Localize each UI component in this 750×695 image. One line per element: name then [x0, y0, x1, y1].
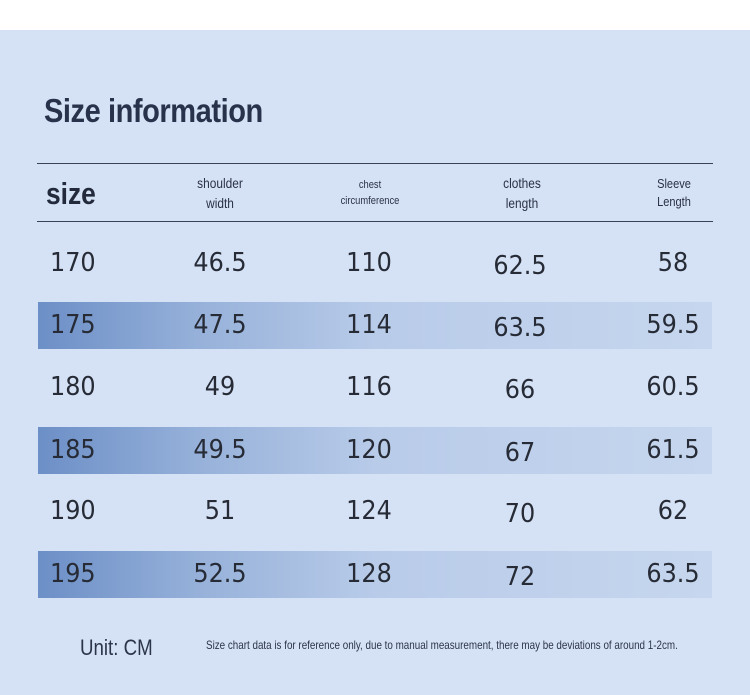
cell-chest: 128 [346, 559, 392, 589]
cell-clothes: 72 [504, 562, 536, 592]
cell-sleeve: 60.5 [646, 372, 700, 402]
cell-clothes: 62.5 [493, 251, 547, 281]
header-size: size [46, 176, 96, 211]
cell-sleeve: 58 [657, 248, 689, 278]
header-chest-circumference: chest circumference [319, 164, 421, 221]
cell-sleeve: 61.5 [646, 435, 700, 465]
cell-clothes: 67 [504, 438, 536, 468]
cell-chest: 110 [346, 248, 392, 278]
cell-shoulder: 51 [204, 496, 236, 526]
table-row: 175 47.5 114 63.5 59.5 [38, 302, 712, 349]
cell-chest: 114 [346, 310, 392, 340]
header-shoulder-width: shoulder width [178, 164, 263, 221]
cell-shoulder: 46.5 [193, 248, 247, 278]
unit-label: Unit: CM [80, 635, 153, 660]
table-row: 180 49 116 66 60.5 [38, 364, 712, 411]
cell-shoulder: 47.5 [193, 310, 247, 340]
cell-shoulder: 49.5 [193, 435, 247, 465]
cell-size: 195 [50, 559, 96, 589]
cell-shoulder: 52.5 [193, 559, 247, 589]
cell-chest: 116 [346, 372, 392, 402]
header-chest-label: chest circumference [340, 178, 400, 207]
disclaimer-note: Size chart data is for reference only, d… [206, 638, 678, 652]
header-shoulder-width-label: shoulder width [197, 174, 243, 211]
cell-shoulder: 49 [204, 372, 236, 402]
page-title: Size information [44, 92, 263, 129]
cell-sleeve: 63.5 [646, 559, 700, 589]
cell-size: 185 [50, 435, 96, 465]
header-clothes-label: clothes length [503, 174, 541, 211]
cell-size: 175 [50, 310, 96, 340]
cell-clothes: 70 [504, 499, 536, 529]
cell-sleeve: 62 [657, 496, 689, 526]
table-header-rule [37, 221, 713, 222]
table-row: 195 52.5 128 72 63.5 [38, 551, 712, 598]
cell-chest: 124 [346, 496, 392, 526]
header-sleeve-length: Sleeve Length [632, 164, 717, 221]
table-row: 190 51 124 70 62 [38, 488, 712, 535]
table-top-rule [37, 163, 713, 164]
cell-size: 180 [50, 372, 96, 402]
cell-sleeve: 59.5 [646, 310, 700, 340]
cell-clothes: 66 [504, 375, 536, 405]
cell-chest: 120 [346, 435, 392, 465]
table-row: 185 49.5 120 67 61.5 [38, 427, 712, 474]
header-clothes-length: clothes length [480, 164, 565, 221]
cell-size: 190 [50, 496, 96, 526]
table-row: 170 46.5 110 62.5 58 [38, 240, 712, 287]
header-sleeve-label: Sleeve Length [657, 175, 691, 209]
cell-size: 170 [50, 248, 96, 278]
cell-clothes: 63.5 [493, 313, 547, 343]
